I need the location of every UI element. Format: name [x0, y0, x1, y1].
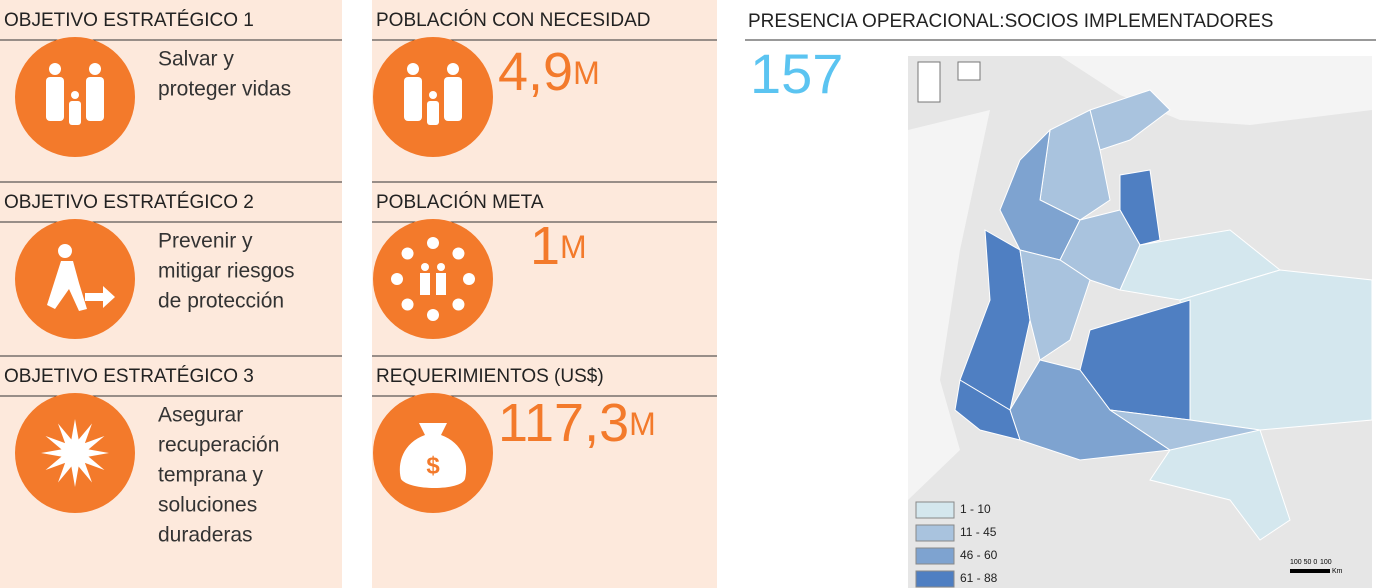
icon-dollar: $: [426, 452, 440, 479]
icon-body: [420, 273, 430, 295]
icon-head: [429, 91, 437, 99]
region: [1119, 169, 1161, 246]
icon-arrow: [85, 286, 115, 308]
icon-head: [421, 263, 429, 271]
heading: OBJETIVO ESTRATÉGICO 3: [4, 366, 254, 387]
icon-body: [427, 101, 439, 125]
icon-burst: [41, 419, 109, 487]
figure-number: 1: [530, 216, 560, 276]
icon-body: [46, 77, 64, 121]
legend-swatch: [915, 570, 955, 588]
icon-walker: [47, 261, 87, 311]
region: [1179, 269, 1373, 431]
scale-bar: [1290, 569, 1330, 573]
figure-number: 117,3: [498, 393, 629, 453]
objective-text: Prevenir y: [158, 230, 253, 253]
legend-swatch: [915, 524, 955, 542]
icon-arrow: [427, 309, 439, 321]
icon-body: [444, 77, 462, 121]
scale-label: Km: [1332, 568, 1343, 575]
icon-head: [49, 63, 61, 75]
legend-swatch: [915, 501, 955, 519]
figure-unit: M: [573, 55, 600, 91]
icon-head: [447, 63, 459, 75]
map: [908, 56, 1373, 588]
heading: POBLACIÓN META: [376, 191, 544, 213]
objective-text: de protección: [158, 290, 284, 313]
figure-value: 4,9M: [498, 42, 600, 102]
icon-arrow: [452, 298, 465, 311]
figure-unit: M: [560, 229, 587, 265]
region: [1149, 429, 1291, 541]
icon-body: [404, 77, 422, 121]
objective-text: Salvar y: [158, 48, 234, 71]
figure-value: 117,3M: [498, 393, 656, 453]
icon-arrow: [463, 273, 475, 285]
sea: [1060, 56, 1372, 125]
objective-text: Asegurar: [158, 404, 243, 427]
region: [1019, 249, 1091, 361]
icon-arrow: [401, 298, 414, 311]
map-title: PRESENCIA OPERACIONAL:SOCIOS IMPLEMENTAD…: [748, 11, 1273, 32]
icon-head: [89, 63, 101, 75]
scale-label: 100: [1320, 559, 1332, 566]
icon-arrow: [452, 247, 465, 260]
inset: [957, 61, 981, 81]
objective-text: recuperación: [158, 434, 279, 457]
legend-label: 46 - 60: [960, 548, 998, 562]
icon-arrow: [391, 273, 403, 285]
region: [954, 379, 1021, 441]
figure-unit: M: [629, 406, 656, 442]
legend-label: 1 - 10: [960, 502, 991, 516]
icon-bag: [399, 423, 467, 488]
icon-body: [86, 77, 104, 121]
icon-circle: [373, 219, 493, 339]
figure-value: 1M: [530, 216, 587, 276]
total: 157: [750, 42, 843, 105]
inset: [917, 61, 941, 103]
objective-text: temprana y: [158, 464, 264, 487]
heading: OBJETIVO ESTRATÉGICO 1: [4, 10, 254, 31]
heading: REQUERIMIENTOS (US$): [376, 366, 604, 387]
icon-arrow: [427, 237, 439, 249]
scale-label: 100 50 0: [1290, 559, 1317, 566]
legend-label: 11 - 45: [960, 525, 997, 539]
sea: [908, 110, 990, 500]
figure-number: 4,9: [498, 42, 573, 102]
icon-head: [437, 263, 445, 271]
icon-body: [436, 273, 446, 295]
heading: POBLACIÓN CON NECESIDAD: [376, 9, 651, 31]
objective-text: soluciones: [158, 494, 257, 517]
legend-swatch: [915, 547, 955, 565]
icon-head: [71, 91, 79, 99]
icon-arrow: [401, 247, 414, 260]
objective-text: mitigar riesgos: [158, 260, 295, 283]
objective-text: duraderas: [158, 524, 253, 547]
heading: OBJETIVO ESTRATÉGICO 2: [4, 192, 254, 213]
icon-head: [407, 63, 419, 75]
icon-head: [58, 244, 72, 258]
icon-body: [69, 101, 81, 125]
objective-text: proteger vidas: [158, 78, 291, 101]
legend-label: 61 - 88: [960, 571, 998, 585]
